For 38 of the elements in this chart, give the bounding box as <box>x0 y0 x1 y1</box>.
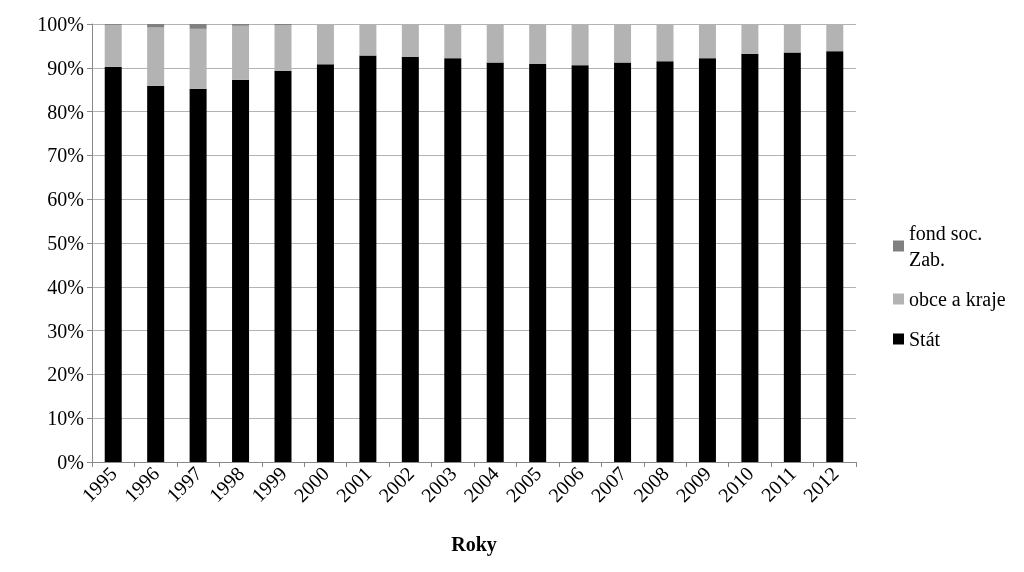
bar <box>104 66 122 462</box>
bar <box>401 56 419 462</box>
y-tick-label: 80% <box>47 100 84 123</box>
x-axis-title: Roky <box>451 533 497 556</box>
bar <box>316 64 334 462</box>
bar <box>826 51 844 462</box>
legend-label: obce a kraje <box>909 288 1006 311</box>
bar <box>147 85 165 462</box>
bar <box>529 63 547 462</box>
bar <box>147 24 165 28</box>
y-tick-label: 100% <box>37 13 84 35</box>
legend-label: fond soc. Zab. <box>909 222 988 270</box>
bar <box>359 55 377 462</box>
bar <box>274 70 292 462</box>
bar <box>614 62 632 462</box>
x-tick-label: 1999 <box>246 462 291 507</box>
bar <box>104 24 122 67</box>
legend-label: Stát <box>909 328 941 350</box>
bar <box>741 53 759 462</box>
y-tick-label: 70% <box>47 144 84 167</box>
y-tick-label: 20% <box>47 363 84 386</box>
bar <box>698 58 716 462</box>
bar <box>189 88 207 462</box>
bar <box>232 79 250 462</box>
y-tick-label: 10% <box>47 407 84 430</box>
y-tick-label: 40% <box>47 275 84 298</box>
y-tick-label: 90% <box>47 56 84 79</box>
y-tick-label: 50% <box>47 232 84 254</box>
bar <box>783 52 801 462</box>
x-tick-label: 2011 <box>756 462 801 506</box>
bar <box>571 65 589 462</box>
y-tick-label: 60% <box>47 188 84 211</box>
y-tick-label: 30% <box>47 319 84 342</box>
bar <box>486 62 504 462</box>
bar <box>444 58 462 462</box>
y-tick-label: 0% <box>57 451 84 473</box>
bar <box>189 24 207 29</box>
bar <box>656 61 674 462</box>
